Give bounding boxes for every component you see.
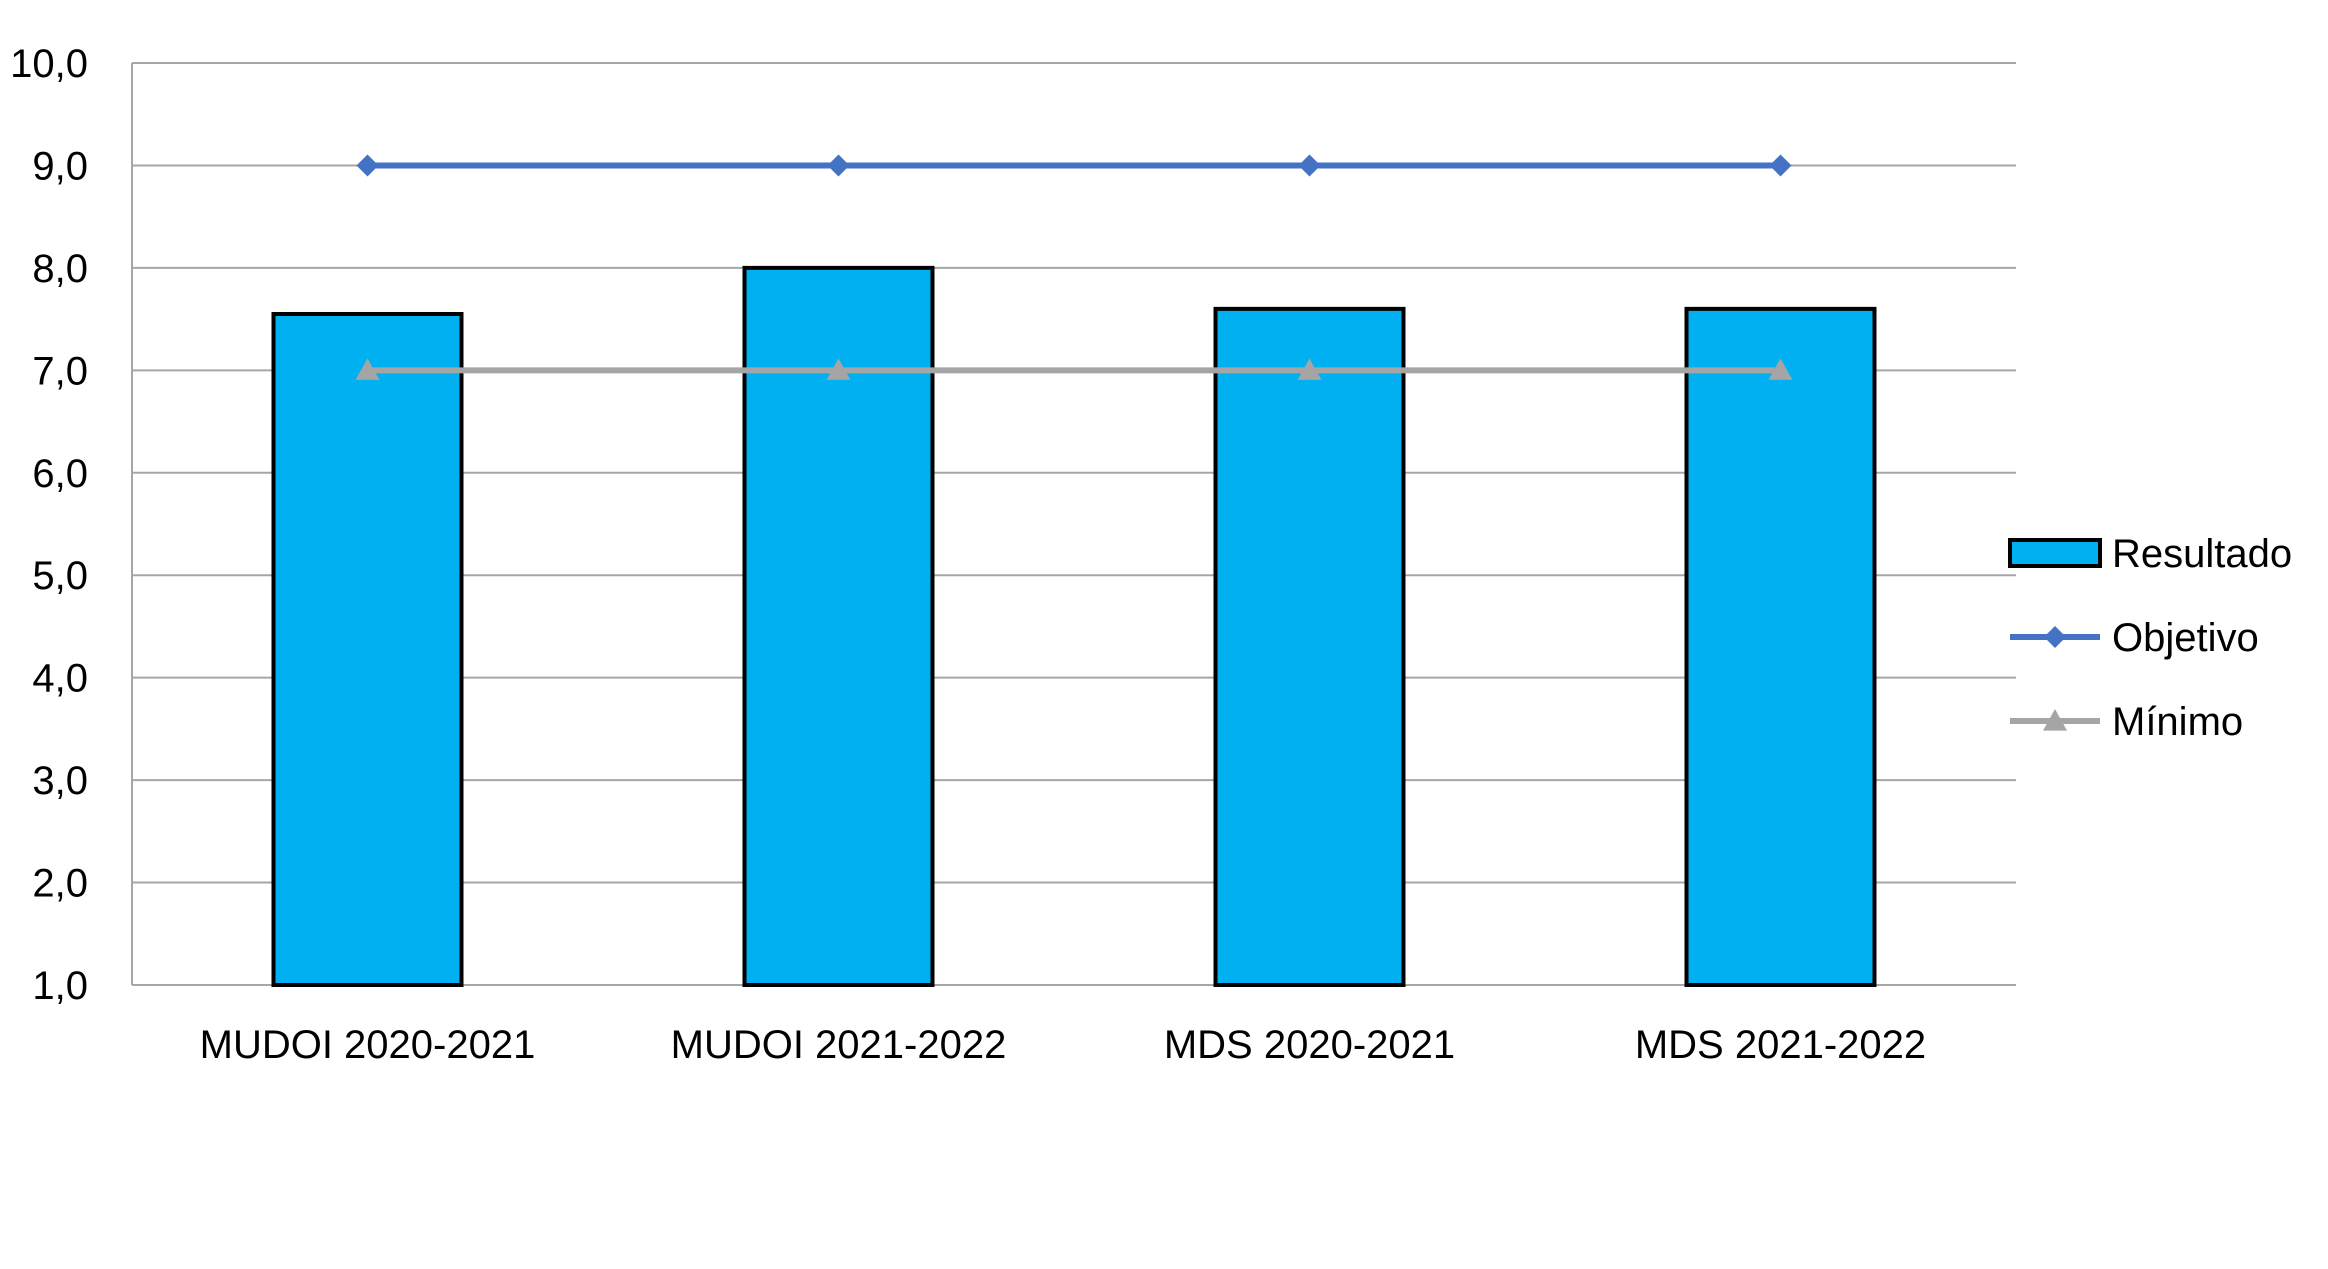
axes: 1,0 2,0 3,0 4,0 5,0 6,0 7,0 8,0 9,0 10,0 MUDOI 202…: [10, 42, 1926, 1067]
bar: [271, 311, 464, 987]
x-tick-label: MUDOI 2020-2021: [200, 1023, 536, 1067]
triangle-marker: [826, 358, 851, 380]
y-tick-label: 3,0: [32, 759, 88, 803]
series-lines: [355, 154, 1793, 380]
y-tick-label: 4,0: [32, 657, 88, 701]
legend-label: Mínimo: [2112, 700, 2243, 744]
bar: [1213, 306, 1406, 988]
y-tick-label: 10,0: [10, 42, 88, 86]
y-tick-label: 1,0: [32, 964, 88, 1008]
legend-triangle-marker: [2043, 709, 2067, 731]
diamond-marker: [827, 154, 850, 177]
y-tick-label: 9,0: [32, 144, 88, 188]
legend: Resultado Objetivo Mínimo: [2008, 532, 2292, 744]
y-tick-label: 5,0: [32, 554, 88, 598]
x-tick-label: MUDOI 2021-2022: [671, 1023, 1007, 1067]
bar: [742, 265, 935, 987]
y-tick-label: 6,0: [32, 452, 88, 496]
bars: [271, 265, 1877, 988]
legend-label: Objetivo: [2112, 616, 2259, 660]
x-tick-label: MDS 2021-2022: [1635, 1023, 1926, 1067]
triangle-marker: [355, 358, 380, 380]
y-tick-label: 7,0: [32, 349, 88, 393]
legend-swatch-bar: [2008, 538, 2102, 568]
diamond-marker: [1298, 154, 1321, 177]
legend-diamond-marker: [2044, 626, 2066, 648]
diamond-marker: [1769, 154, 1792, 177]
y-tick-label: 2,0: [32, 862, 88, 906]
x-tick-label: MDS 2020-2021: [1164, 1023, 1455, 1067]
triangle-marker: [1768, 358, 1793, 380]
diamond-marker: [356, 154, 379, 177]
legend-label: Resultado: [2112, 532, 2292, 576]
bar: [1684, 306, 1877, 988]
triangle-marker: [1297, 358, 1322, 380]
y-tick-label: 8,0: [32, 247, 88, 291]
